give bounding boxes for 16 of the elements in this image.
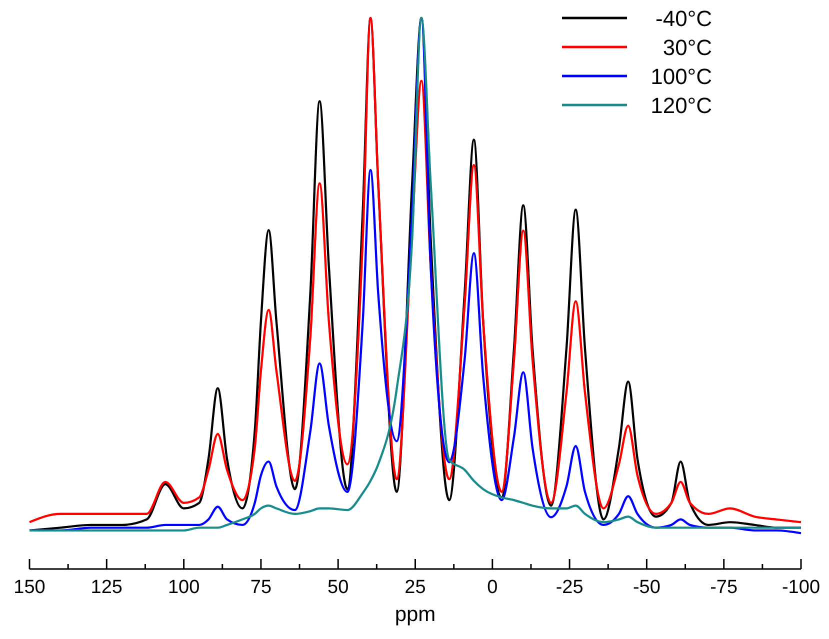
- x-tick-label: 75: [250, 577, 272, 598]
- x-tick-label: -25: [556, 577, 584, 598]
- x-tick-label: -100: [782, 577, 820, 598]
- x-tick-label: 25: [404, 577, 426, 598]
- x-tick-label: 100: [168, 577, 200, 598]
- legend-label: 100°C: [650, 64, 712, 89]
- x-tick-label: 0: [487, 577, 498, 598]
- x-tick-label: 125: [90, 577, 122, 598]
- legend-label: 120°C: [650, 93, 712, 118]
- x-tick-label: 50: [328, 577, 349, 598]
- x-axis-title: ppm: [394, 603, 436, 626]
- legend-label: 30°C: [662, 35, 712, 60]
- legend-label: -40°C: [656, 6, 712, 31]
- x-tick-label: -75: [710, 577, 738, 598]
- x-tick-label: 150: [14, 577, 46, 598]
- x-tick-label: -50: [632, 577, 660, 598]
